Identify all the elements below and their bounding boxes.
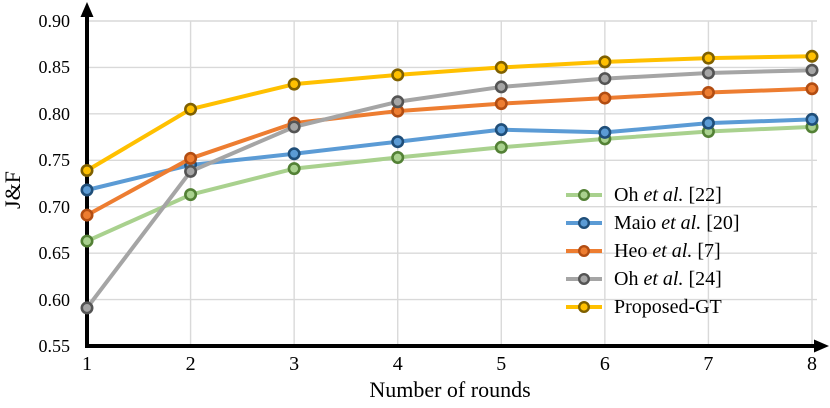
data-point: [494, 80, 508, 94]
y-tick-label: 0.85: [38, 57, 71, 78]
x-tick-label: 1: [82, 353, 92, 375]
y-tick-label: 0.65: [38, 243, 71, 264]
y-tick-label: 0.75: [38, 150, 71, 171]
data-point: [391, 135, 405, 149]
x-tick-label: 4: [392, 353, 403, 375]
legend-marker-icon: [566, 272, 602, 286]
data-point: [805, 82, 819, 96]
data-point: [287, 120, 301, 134]
y-tick-label: 0.60: [38, 289, 71, 310]
data-point: [184, 102, 198, 116]
data-point: [80, 183, 94, 197]
series-line: [85, 68, 814, 310]
y-tick-label: 0.80: [38, 103, 71, 124]
legend-label: Maio et al. [20]: [614, 211, 740, 234]
data-point: [80, 164, 94, 178]
data-point: [598, 125, 612, 139]
x-axis-arrow-icon: [814, 339, 829, 353]
data-point: [598, 72, 612, 86]
data-point: [184, 164, 198, 178]
data-point: [391, 151, 405, 165]
data-point: [391, 95, 405, 109]
y-tick-label: 0.70: [38, 196, 71, 217]
y-tick-label: 0.90: [38, 11, 71, 31]
data-point: [805, 49, 819, 63]
data-point: [598, 55, 612, 69]
series-line: [85, 54, 814, 173]
legend-marker-icon: [566, 188, 602, 202]
data-point: [391, 68, 405, 82]
legend-marker-icon: [566, 216, 602, 230]
x-tick-label: 5: [496, 353, 507, 375]
data-point: [701, 51, 715, 65]
series-line: [85, 124, 814, 244]
x-tick-label: 2: [185, 353, 196, 375]
data-point: [494, 140, 508, 154]
series-line: [85, 86, 814, 218]
x-tick-label: 8: [807, 353, 817, 375]
data-point: [701, 116, 715, 130]
legend-label: Proposed-GT: [614, 295, 722, 318]
data-point: [287, 77, 301, 91]
data-point: [184, 151, 198, 165]
legend-marker-icon: [566, 244, 602, 258]
legend-item: Proposed-GT: [566, 293, 740, 321]
y-axis-title: J&F: [0, 171, 25, 209]
legend: Oh et al. [22] Maio et al. [20] Heo et al.…: [566, 181, 740, 321]
data-point: [701, 66, 715, 80]
data-point: [805, 63, 819, 77]
x-tick-label: 6: [599, 353, 610, 375]
data-point: [287, 162, 301, 176]
data-point: [80, 234, 94, 248]
data-point: [287, 147, 301, 161]
data-point: [80, 208, 94, 222]
data-point: [494, 97, 508, 111]
legend-marker-icon: [566, 300, 602, 314]
x-tick-label: 3: [289, 353, 300, 375]
legend-item: Maio et al. [20]: [566, 209, 740, 237]
legend-item: Heo et al. [7]: [566, 237, 740, 265]
legend-label: Oh et al. [22]: [614, 183, 722, 206]
data-point: [494, 60, 508, 74]
legend-item: Oh et al. [24]: [566, 265, 740, 293]
x-axis-title: Number of rounds: [369, 377, 531, 402]
legend-label: Heo et al. [7]: [614, 239, 721, 262]
x-tick-label: 7: [703, 353, 714, 375]
legend-label: Oh et al. [24]: [614, 267, 722, 290]
data-point: [701, 86, 715, 100]
data-point: [184, 188, 198, 202]
y-tick-label: 0.55: [38, 336, 71, 356]
data-point: [80, 301, 94, 315]
y-axis-arrow-icon: [80, 2, 94, 17]
data-point: [598, 91, 612, 105]
data-point: [494, 123, 508, 137]
legend-item: Oh et al. [22]: [566, 181, 740, 209]
data-point: [805, 112, 819, 126]
